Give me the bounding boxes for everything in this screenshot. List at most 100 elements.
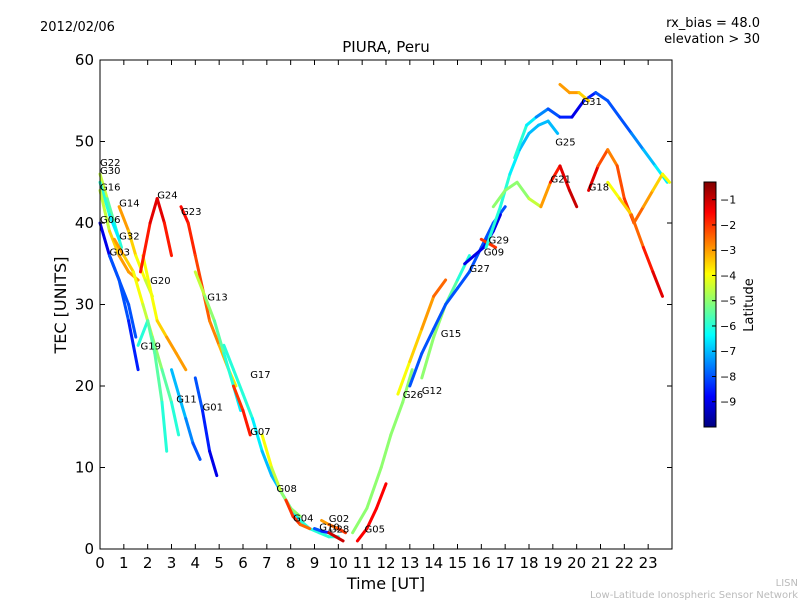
series-label: G19 [141, 341, 161, 352]
series-segment [170, 368, 181, 396]
colorbar-tick-label: −6 [720, 320, 736, 333]
series-segment [558, 164, 571, 192]
series-segment [241, 392, 254, 421]
series-segment [375, 482, 388, 510]
series-segment [487, 241, 498, 249]
series-segment [317, 531, 331, 539]
series-segment [98, 221, 111, 258]
series-label: G13 [207, 292, 227, 303]
series-segment [208, 319, 221, 347]
series-label: G30 [100, 166, 120, 177]
x-tick-label: 23 [639, 554, 658, 572]
series-segment [630, 131, 645, 152]
series-label: G21 [551, 174, 571, 185]
series-G_late2 [558, 83, 591, 103]
colorbar-tick-label: −9 [720, 396, 736, 409]
series-segment [108, 213, 121, 241]
series-segment [420, 327, 436, 355]
series-label: G17 [250, 370, 270, 381]
y-tick-label: 40 [75, 214, 94, 232]
footer-lisn: LISN [776, 578, 798, 589]
series-segment [351, 506, 369, 535]
series-segment [444, 286, 459, 306]
footer-network: Low-Latitude Ionospheric Sensor Network [590, 590, 798, 600]
series-segment [432, 278, 448, 298]
x-tick-label: 15 [448, 554, 467, 572]
series-label: G26 [403, 390, 423, 401]
series-segment [136, 319, 150, 347]
x-tick-label: 22 [615, 554, 634, 572]
series-segment [127, 229, 138, 258]
series-segment [108, 254, 121, 282]
series-segment [596, 148, 610, 168]
x-tick-label: 2 [143, 554, 153, 572]
series-label: G16 [100, 182, 120, 193]
series-segment [160, 400, 169, 453]
series-segment [98, 172, 109, 201]
series-label: G05 [365, 525, 385, 536]
series-segment [162, 221, 173, 258]
series-label: G03 [110, 248, 130, 259]
series-label: G12 [422, 386, 442, 397]
series-G11 [170, 368, 202, 461]
series-segment [641, 188, 655, 209]
series-segment [546, 107, 562, 119]
series-G04 [284, 498, 312, 531]
x-tick-label: 4 [191, 554, 201, 572]
series-segment [568, 188, 579, 209]
series-segment [463, 254, 476, 266]
series-segment [401, 368, 414, 404]
series-G12 [396, 278, 448, 396]
series-label: G25 [555, 138, 575, 149]
series-G19 [136, 319, 169, 453]
series-segment [334, 535, 345, 543]
series-G02 [320, 519, 347, 535]
series-segment [117, 205, 131, 233]
y-axis-ticks: 0 10 20 30 40 50 60 [75, 51, 672, 558]
series-G_late [606, 180, 664, 298]
series-segment [355, 527, 369, 543]
series-segment [155, 197, 166, 225]
series-segment [160, 368, 173, 404]
series-label: G20 [150, 276, 170, 287]
series-segment [365, 506, 378, 531]
series-segment [606, 148, 619, 168]
series-segment [148, 286, 159, 323]
series-segment [291, 514, 302, 526]
series-segment [570, 99, 586, 119]
series-segment [587, 164, 600, 192]
series-segment [186, 221, 197, 258]
series-segment [122, 254, 135, 274]
series-segment [630, 213, 645, 249]
series-segment [112, 237, 126, 258]
series-G05 [355, 482, 388, 543]
series-segment [508, 148, 521, 176]
series-G32 [112, 237, 181, 437]
series-label: G23 [181, 207, 201, 218]
series-G31 [513, 91, 669, 184]
series-segment [193, 254, 204, 290]
series-label: G06 [100, 215, 120, 226]
chart-rx-bias: rx_bias = 48.0 [666, 16, 760, 31]
series-segment [527, 197, 543, 209]
x-tick-label: 12 [376, 554, 395, 572]
series-segment [527, 123, 540, 135]
series-segment [491, 188, 507, 209]
series-segment [432, 303, 448, 331]
series-segment [155, 319, 169, 339]
x-tick-label: 10 [329, 554, 348, 572]
series-label: G18 [589, 182, 609, 193]
y-tick-label: 30 [75, 296, 94, 314]
series-segment [108, 229, 121, 258]
series-segment [327, 523, 340, 531]
series-segment [420, 335, 436, 380]
series-segment [577, 91, 591, 103]
series-label: G32 [119, 231, 139, 242]
series-segment [379, 433, 393, 469]
x-tick-label: 21 [591, 554, 610, 572]
series-segment [170, 400, 181, 437]
series-segment [212, 319, 226, 355]
series-segment [641, 245, 655, 274]
series-segment [260, 433, 274, 469]
series-G01 [193, 376, 219, 478]
